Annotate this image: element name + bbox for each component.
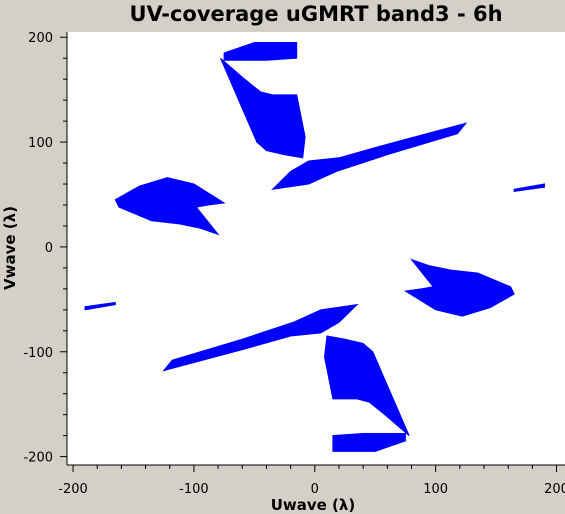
uv-region-4 [513, 183, 545, 192]
uv-data-layer [84, 42, 545, 452]
y-tick-label: 200 [28, 31, 53, 46]
y-tick-label: 0 [45, 241, 53, 256]
x-tick-label: 200 [544, 482, 565, 497]
x-axis-label: Uwave (λ) [271, 496, 356, 514]
uv-region-6 [403, 258, 515, 317]
axis-layer: 200 100 0 -100 -200 -200 -100 0 100 200 [23, 31, 565, 497]
uv-region-10 [332, 433, 406, 452]
uv-region-3 [271, 122, 468, 191]
uv-region-2 [220, 57, 306, 159]
uv-region-5 [114, 177, 226, 236]
x-tick-label: -200 [58, 482, 88, 497]
plot-area [67, 32, 565, 465]
uv-region-1 [223, 42, 298, 61]
x-tick-label: 100 [423, 482, 448, 497]
y-tick-label: -100 [23, 346, 53, 361]
x-tick-label: 0 [311, 482, 319, 497]
uv-region-8 [84, 301, 116, 311]
x-tick-label: -100 [179, 482, 209, 497]
y-tick-label: 100 [28, 136, 53, 151]
y-axis-label: Vwave (λ) [1, 206, 19, 290]
y-tick-label: -200 [23, 451, 53, 466]
chart-title: UV-coverage uGMRT band3 - 6h [129, 2, 503, 26]
uv-region-7 [162, 303, 359, 372]
uv-region-9 [323, 335, 410, 436]
